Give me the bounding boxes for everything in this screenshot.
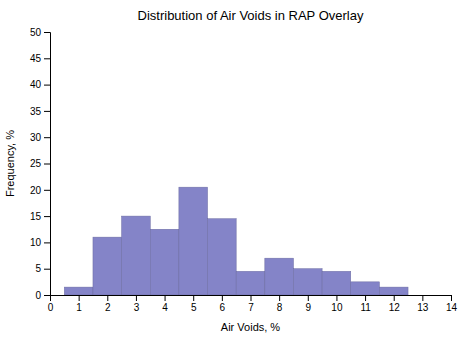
tick-label: 35 bbox=[30, 106, 42, 117]
tick-mark bbox=[79, 295, 80, 301]
tick-label: 5 bbox=[191, 302, 197, 313]
tick: 4 bbox=[162, 295, 168, 313]
tick: 45 bbox=[30, 53, 50, 64]
tick-label: 13 bbox=[417, 302, 429, 313]
tick-label: 5 bbox=[35, 263, 41, 274]
tick: 8 bbox=[277, 295, 283, 313]
tick: 13 bbox=[417, 295, 429, 313]
bars bbox=[64, 187, 408, 295]
tick: 3 bbox=[134, 295, 140, 313]
tick: 12 bbox=[389, 295, 401, 313]
tick: 35 bbox=[30, 106, 50, 117]
bar bbox=[179, 187, 208, 295]
tick-label: 1 bbox=[76, 302, 82, 313]
tick-label: 10 bbox=[30, 237, 42, 248]
tick-mark bbox=[279, 295, 280, 301]
bar bbox=[265, 258, 294, 295]
tick-label: 30 bbox=[30, 132, 42, 143]
tick-mark bbox=[44, 32, 50, 33]
tick-label: 45 bbox=[30, 53, 42, 64]
tick-mark bbox=[44, 269, 50, 270]
bar bbox=[208, 219, 237, 295]
tick-mark bbox=[394, 295, 395, 301]
tick-label: 6 bbox=[220, 302, 226, 313]
tick-mark bbox=[44, 216, 50, 217]
tick-label: 0 bbox=[48, 302, 54, 313]
tick: 40 bbox=[30, 79, 50, 90]
tick-label: 0 bbox=[35, 290, 41, 301]
x-axis: 01234567891011121314 bbox=[48, 295, 458, 313]
tick-mark bbox=[451, 295, 452, 301]
tick: 1 bbox=[76, 295, 82, 313]
tick-label: 9 bbox=[306, 302, 312, 313]
axis-line bbox=[44, 33, 51, 296]
bar bbox=[379, 287, 408, 295]
bar bbox=[64, 287, 93, 295]
tick: 14 bbox=[446, 295, 458, 313]
tick: 15 bbox=[30, 211, 50, 222]
tick-mark bbox=[193, 295, 194, 301]
tick-label: 14 bbox=[446, 302, 458, 313]
tick-label: 50 bbox=[30, 27, 42, 38]
tick-label: 11 bbox=[360, 302, 371, 313]
tick-mark bbox=[44, 111, 50, 112]
tick-mark bbox=[44, 58, 50, 59]
axis-line bbox=[51, 296, 452, 302]
tick-mark bbox=[251, 295, 252, 301]
tick-label: 4 bbox=[162, 302, 168, 313]
tick-mark bbox=[365, 295, 366, 301]
tick: 10 bbox=[30, 237, 50, 248]
tick: 20 bbox=[30, 185, 50, 196]
tick-label: 2 bbox=[105, 302, 111, 313]
tick: 5 bbox=[191, 295, 197, 313]
tick-label: 12 bbox=[389, 302, 401, 313]
bar bbox=[93, 237, 122, 295]
tick: 7 bbox=[248, 295, 254, 313]
tick: 2 bbox=[105, 295, 111, 313]
title: Distribution of Air Voids in RAP Overlay bbox=[138, 8, 364, 23]
tick: 0 bbox=[35, 290, 50, 301]
tick: 6 bbox=[220, 295, 226, 313]
tick-mark bbox=[44, 164, 50, 165]
bar bbox=[236, 271, 265, 295]
tick-label: 20 bbox=[30, 185, 42, 196]
tick: 25 bbox=[30, 158, 50, 169]
tick-label: 7 bbox=[248, 302, 254, 313]
tick: 5 bbox=[35, 263, 50, 274]
x-axis-title: Air Voids, % bbox=[221, 321, 281, 333]
bar bbox=[122, 216, 151, 295]
tick-label: 8 bbox=[277, 302, 283, 313]
tick-label: 25 bbox=[30, 158, 42, 169]
y-axis-title: Frequency, % bbox=[4, 130, 16, 197]
tick: 9 bbox=[306, 295, 312, 313]
tick-mark bbox=[44, 242, 50, 243]
tick-mark bbox=[336, 295, 337, 301]
tick-mark bbox=[422, 295, 423, 301]
tick-mark bbox=[165, 295, 166, 301]
tick: 11 bbox=[360, 295, 371, 313]
tick-label: 15 bbox=[30, 211, 42, 222]
tick-label: 3 bbox=[134, 302, 140, 313]
tick: 50 bbox=[30, 27, 50, 38]
tick: 30 bbox=[30, 132, 50, 143]
chart: 0123456789101112131405101520253035404550… bbox=[0, 0, 467, 339]
tick-mark bbox=[136, 295, 137, 301]
tick-mark bbox=[44, 85, 50, 86]
tick-mark bbox=[107, 295, 108, 301]
tick-label: 40 bbox=[30, 79, 42, 90]
tick: 0 bbox=[48, 295, 54, 313]
y-axis: 0 5 10 15 20 25 30 35 40 45 50 bbox=[30, 27, 51, 301]
plot: 0123456789101112131405101520253035404550 bbox=[30, 27, 458, 313]
bar bbox=[322, 271, 351, 295]
bar bbox=[150, 229, 179, 295]
tick: 10 bbox=[331, 295, 343, 313]
tick-label: 10 bbox=[331, 302, 343, 313]
tick-mark bbox=[308, 295, 309, 301]
tick-mark bbox=[44, 295, 50, 296]
tick-mark bbox=[44, 190, 50, 191]
tick-mark bbox=[44, 137, 50, 138]
bar bbox=[293, 269, 322, 295]
bar bbox=[351, 282, 380, 295]
tick-mark bbox=[222, 295, 223, 301]
